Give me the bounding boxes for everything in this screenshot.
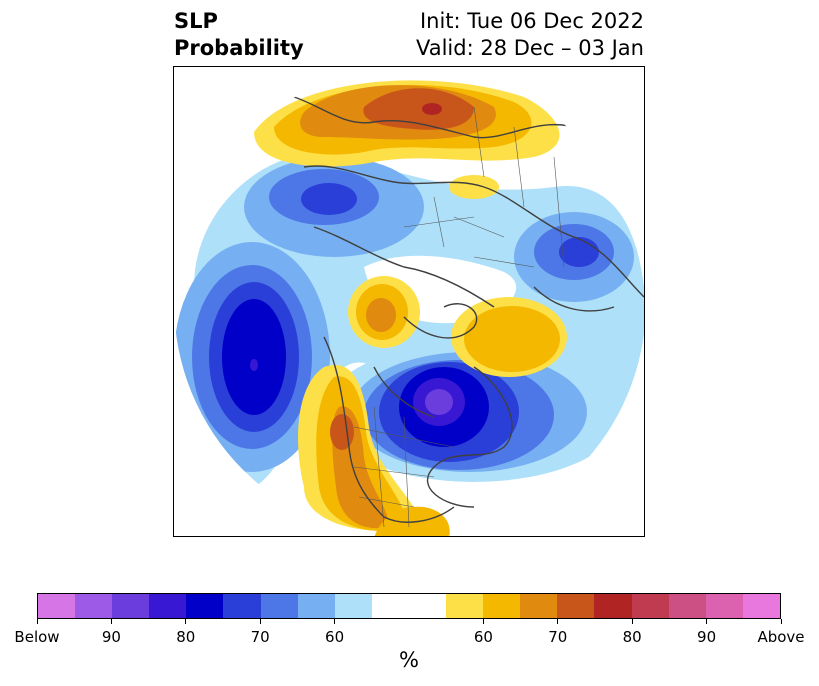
colorbar-tick-label: Below	[14, 628, 60, 646]
colorbar-tickmark	[557, 619, 559, 624]
colorbar-segment	[186, 594, 224, 618]
colorbar-segment	[408, 594, 447, 618]
probability-map	[173, 66, 645, 537]
colorbar-tickmark	[780, 619, 782, 624]
colorbar-tick-label: 90	[697, 628, 717, 646]
colorbar-tick-label: 90	[101, 628, 121, 646]
colorbar-tickmark	[334, 619, 336, 624]
chart-title: SLP Probability	[174, 8, 304, 62]
colorbar-segment	[149, 594, 187, 618]
colorbar-segment	[334, 594, 372, 618]
colorbar-tick-label: Above	[757, 628, 805, 646]
colorbar-segment	[260, 594, 298, 618]
colorbar-tick-label: 70	[548, 628, 568, 646]
init-date: Init: Tue 06 Dec 2022	[419, 9, 644, 33]
colorbar-segment	[297, 594, 335, 618]
colorbar-segment	[520, 594, 558, 618]
colorbar-segment	[38, 594, 76, 618]
valid-range: Valid: 28 Dec – 03 Jan	[415, 36, 644, 60]
contour-fill	[174, 67, 644, 536]
colorbar-tickmark	[482, 619, 484, 624]
colorbar-segment	[446, 594, 484, 618]
title-line-2: Probability	[174, 36, 304, 60]
colorbar-tick-label: 80	[622, 628, 642, 646]
title-line-1: SLP	[174, 9, 218, 33]
colorbar-segment	[631, 594, 669, 618]
colorbar-segment	[223, 594, 261, 618]
colorbar-segment	[371, 594, 409, 618]
colorbar-tickmark	[259, 619, 261, 624]
colorbar-unit: %	[399, 648, 419, 672]
colorbar-tick-label: 60	[325, 628, 345, 646]
colorbar-segment	[75, 594, 113, 618]
colorbar-segment	[594, 594, 632, 618]
colorbar-tickmark	[631, 619, 633, 624]
colorbar-tick-label: 80	[176, 628, 196, 646]
colorbar-tickmark	[706, 619, 708, 624]
colorbar-segment	[668, 594, 706, 618]
colorbar-segment	[483, 594, 521, 618]
colorbar-tick-label: 70	[250, 628, 270, 646]
forecast-dates: Init: Tue 06 Dec 2022 Valid: 28 Dec – 03…	[416, 8, 644, 62]
map-canvas	[174, 67, 644, 536]
colorbar-tickmark	[110, 619, 112, 624]
colorbar-segment	[742, 594, 780, 618]
colorbar-segment	[112, 594, 150, 618]
colorbar-tickmark	[36, 619, 38, 624]
colorbar	[37, 593, 781, 619]
borders	[353, 106, 565, 528]
colorbar-segment	[557, 594, 595, 618]
colorbar-tick-label: 60	[473, 628, 493, 646]
colorbar-segment	[705, 594, 743, 618]
colorbar-tickmark	[185, 619, 187, 624]
